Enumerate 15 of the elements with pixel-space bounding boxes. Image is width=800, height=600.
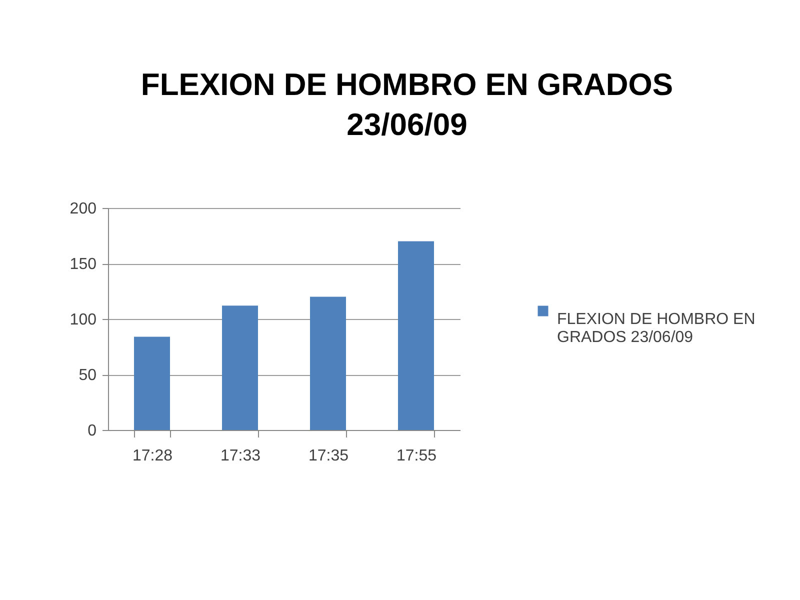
y-tick-label: 150: [70, 256, 97, 273]
x-tick-label: 17:55: [396, 448, 437, 464]
bar: [134, 336, 170, 430]
bar: [310, 296, 346, 430]
chart-title: FLEXION DE HOMBRO EN GRADOS 23/06/09: [140, 67, 674, 142]
y-tick-label: 200: [70, 200, 97, 218]
x-tick-label: 17:35: [308, 448, 349, 464]
x-tick-label: 17:33: [220, 448, 261, 464]
legend-label: FLEXION DE HOMBRO EN GRADOS 23/06/09: [557, 311, 756, 346]
x-tick-label: 17:28: [132, 448, 173, 464]
y-tick-label: 50: [78, 367, 97, 384]
y-tick-label: 100: [70, 312, 97, 328]
bar: [398, 241, 434, 430]
bar: [222, 306, 258, 430]
y-tick-label: 0: [88, 422, 97, 440]
